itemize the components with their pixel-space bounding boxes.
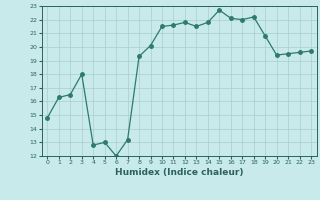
X-axis label: Humidex (Indice chaleur): Humidex (Indice chaleur)	[115, 168, 244, 177]
